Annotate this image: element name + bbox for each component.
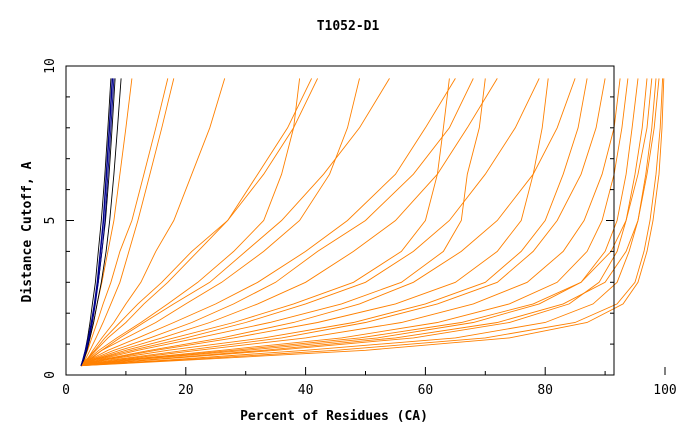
series-line-13 <box>80 78 498 367</box>
series-line-32 <box>80 78 115 366</box>
series-line-23 <box>80 78 319 366</box>
series-line-5 <box>80 78 629 367</box>
series-line-20 <box>80 78 486 367</box>
series-line-29 <box>80 78 122 366</box>
x-tick-label-80: 80 <box>537 383 553 398</box>
series-line-10 <box>80 78 653 367</box>
series-line-19 <box>80 78 588 367</box>
x-axis-ticks: 0 20 40 60 80 100 <box>62 367 677 398</box>
series-line-21 <box>80 78 474 367</box>
x-tick-label-60: 60 <box>418 383 434 398</box>
curves-layer <box>80 78 665 367</box>
series-line-16 <box>80 78 313 367</box>
y-tick-label-10: 10 <box>43 58 58 74</box>
series-line-28 <box>80 78 301 367</box>
series-line-1 <box>80 78 664 367</box>
y-axis-ticks: 0 5 10 <box>43 58 614 379</box>
series-line-18 <box>80 78 175 366</box>
series-line-9 <box>80 78 606 367</box>
series-line-2 <box>80 78 657 367</box>
chart-title: T1052-D1 <box>317 19 380 34</box>
x-tick-label-100: 100 <box>653 383 676 398</box>
series-line-22 <box>80 78 360 367</box>
series-line-31 <box>80 78 112 366</box>
y-tick-label-5: 5 <box>43 217 58 225</box>
series-line-7 <box>80 78 621 367</box>
series-line-17 <box>80 78 226 367</box>
series-line-27 <box>80 78 450 367</box>
series-line-12 <box>80 78 540 367</box>
series-line-33 <box>80 78 113 366</box>
series-line-14 <box>80 78 456 367</box>
y-tick-label-0: 0 <box>43 371 58 379</box>
series-line-26 <box>80 78 549 367</box>
x-tick-label-40: 40 <box>298 383 314 398</box>
series-line-4 <box>80 78 639 367</box>
series-line-11 <box>80 78 576 367</box>
plot-frame <box>65 65 615 376</box>
series-line-34 <box>80 78 114 366</box>
series-line-6 <box>80 78 660 367</box>
y-axis-label: Distance Cutoff, A <box>20 161 35 302</box>
series-line-24 <box>80 78 169 366</box>
x-tick-label-0: 0 <box>62 383 70 398</box>
x-tick-label-20: 20 <box>178 383 194 398</box>
series-line-15 <box>80 78 390 367</box>
series-line-25 <box>80 78 133 366</box>
x-axis-label: Percent of Residues (CA) <box>240 409 428 424</box>
series-line-8 <box>80 78 665 367</box>
